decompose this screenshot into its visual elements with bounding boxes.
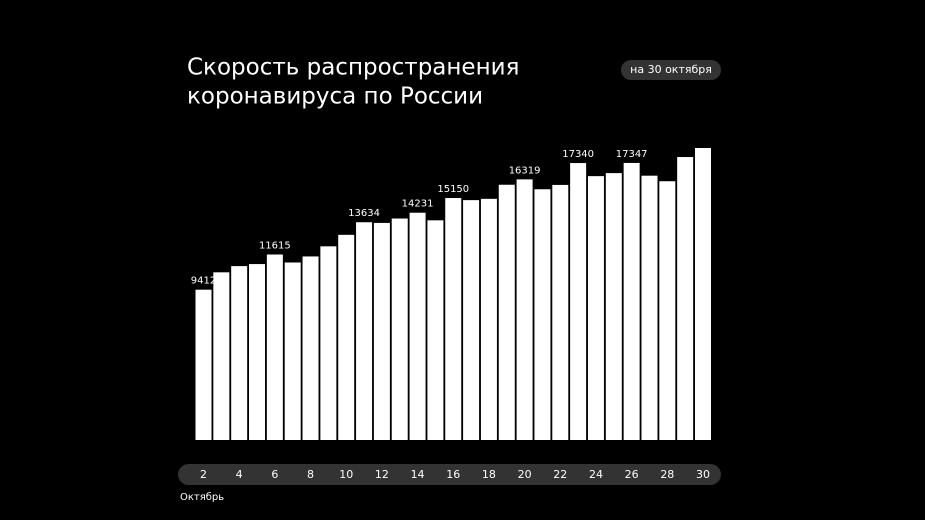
bar [570, 163, 587, 440]
chart-title: коронавируса по России [187, 84, 483, 110]
value-label: 13634 [348, 208, 380, 219]
bar [445, 198, 462, 440]
bar [249, 264, 266, 440]
x-tick-label: 18 [482, 468, 496, 481]
bar [463, 200, 480, 440]
bar [605, 173, 622, 441]
bar [677, 157, 694, 440]
value-label: 17340 [562, 149, 594, 160]
x-tick-label: 10 [339, 468, 353, 481]
bar [534, 189, 551, 440]
x-tick-label: 2 [200, 468, 207, 481]
x-tick-label: 24 [589, 468, 603, 481]
value-label: 11615 [259, 240, 291, 251]
x-axis-pill [178, 464, 721, 485]
badge: на 30 октября [630, 63, 712, 76]
value-label: 14231 [402, 199, 434, 210]
bar [320, 246, 337, 440]
bar [480, 198, 497, 440]
bar [409, 212, 426, 440]
bar [338, 234, 355, 440]
value-label: 17347 [616, 149, 648, 160]
x-tick-label: 20 [518, 468, 532, 481]
x-tick-label: 22 [553, 468, 567, 481]
x-tick-label: 12 [375, 468, 389, 481]
bar [373, 222, 390, 440]
x-tick-label: 28 [660, 468, 674, 481]
bar [302, 256, 319, 440]
value-label: 16319 [509, 165, 541, 176]
x-tick-label: 4 [236, 468, 243, 481]
x-tick-label: 30 [696, 468, 710, 481]
bar [552, 184, 569, 440]
bar [391, 218, 408, 440]
bar [284, 262, 301, 440]
bar [623, 162, 640, 440]
bar [195, 289, 212, 440]
bar [516, 179, 533, 440]
bar [356, 222, 373, 440]
x-tick-label: 26 [625, 468, 639, 481]
x-tick-label: 14 [411, 468, 425, 481]
bar [427, 220, 444, 440]
bar [641, 175, 658, 440]
x-axis-label: Октябрь [180, 492, 224, 503]
bar [659, 181, 676, 440]
chart-title: Скорость распространения [187, 55, 519, 81]
bar [587, 176, 604, 440]
badge-bg [621, 60, 721, 80]
x-tick-label: 8 [307, 468, 314, 481]
value-label: 9412 [191, 276, 216, 287]
bar [498, 184, 515, 440]
bar [266, 254, 283, 440]
bar [695, 148, 711, 440]
bar [231, 266, 248, 440]
x-tick-label: 6 [271, 468, 278, 481]
bar [213, 272, 230, 440]
x-tick-label: 16 [446, 468, 460, 481]
value-label: 15150 [437, 184, 469, 195]
